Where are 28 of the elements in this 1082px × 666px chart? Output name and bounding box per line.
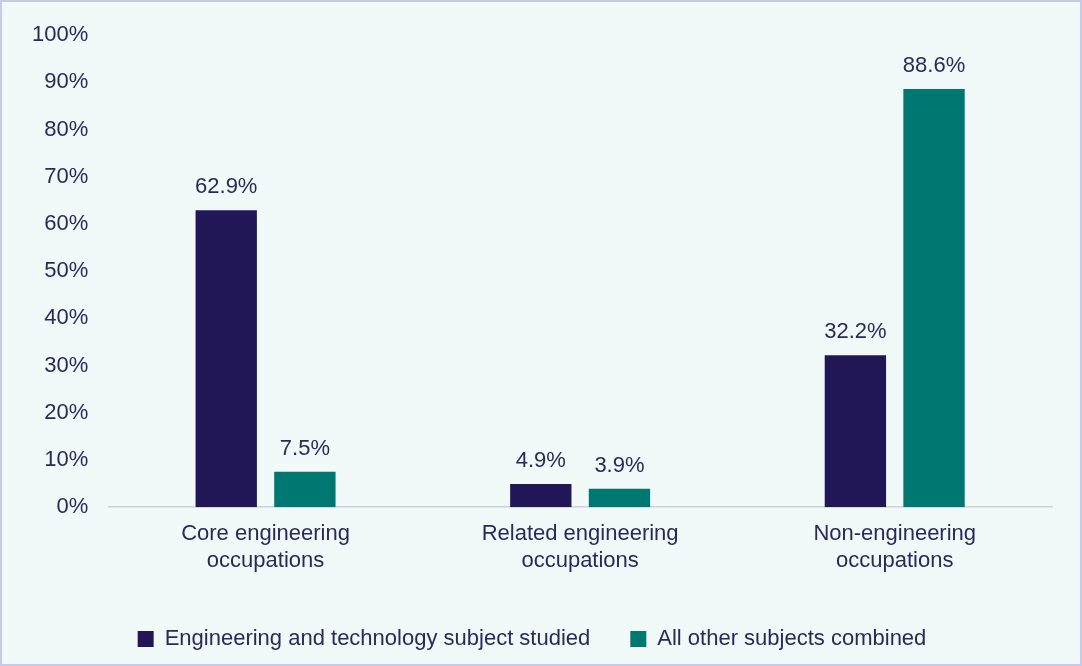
data-label: 3.9% <box>594 451 645 477</box>
bar <box>274 471 336 508</box>
data-label: 88.6% <box>902 52 966 78</box>
x-tick-label: Related engineering occupations <box>481 520 679 572</box>
y-tick-label: 70% <box>44 162 89 188</box>
bar <box>588 488 651 508</box>
y-tick-label: 80% <box>44 115 89 141</box>
y-tick-label: 50% <box>44 257 89 283</box>
data-label: 4.9% <box>515 447 566 473</box>
legend-label: All other subjects combined <box>657 625 927 651</box>
y-tick-label: 30% <box>44 351 89 377</box>
data-label: 62.9% <box>195 173 258 199</box>
bar <box>824 355 887 508</box>
y-tick-label: 40% <box>44 304 89 330</box>
data-label: 32.2% <box>824 318 887 344</box>
y-tick-label: 100% <box>31 21 89 47</box>
y-tick-label: 10% <box>44 446 89 472</box>
y-tick-label: 20% <box>44 398 89 424</box>
bar <box>903 89 965 508</box>
bar <box>195 210 257 508</box>
data-label: 7.5% <box>279 434 330 460</box>
bar <box>510 484 572 508</box>
x-tick-label: Non-engineering occupations <box>813 520 977 572</box>
y-tick-label: 90% <box>44 68 89 94</box>
legend-label: Engineering and technology subject studied <box>164 625 591 651</box>
x-tick-label: Core engineering occupations <box>181 520 350 572</box>
y-tick-label: 0% <box>56 493 89 519</box>
y-tick-label: 60% <box>44 210 89 236</box>
